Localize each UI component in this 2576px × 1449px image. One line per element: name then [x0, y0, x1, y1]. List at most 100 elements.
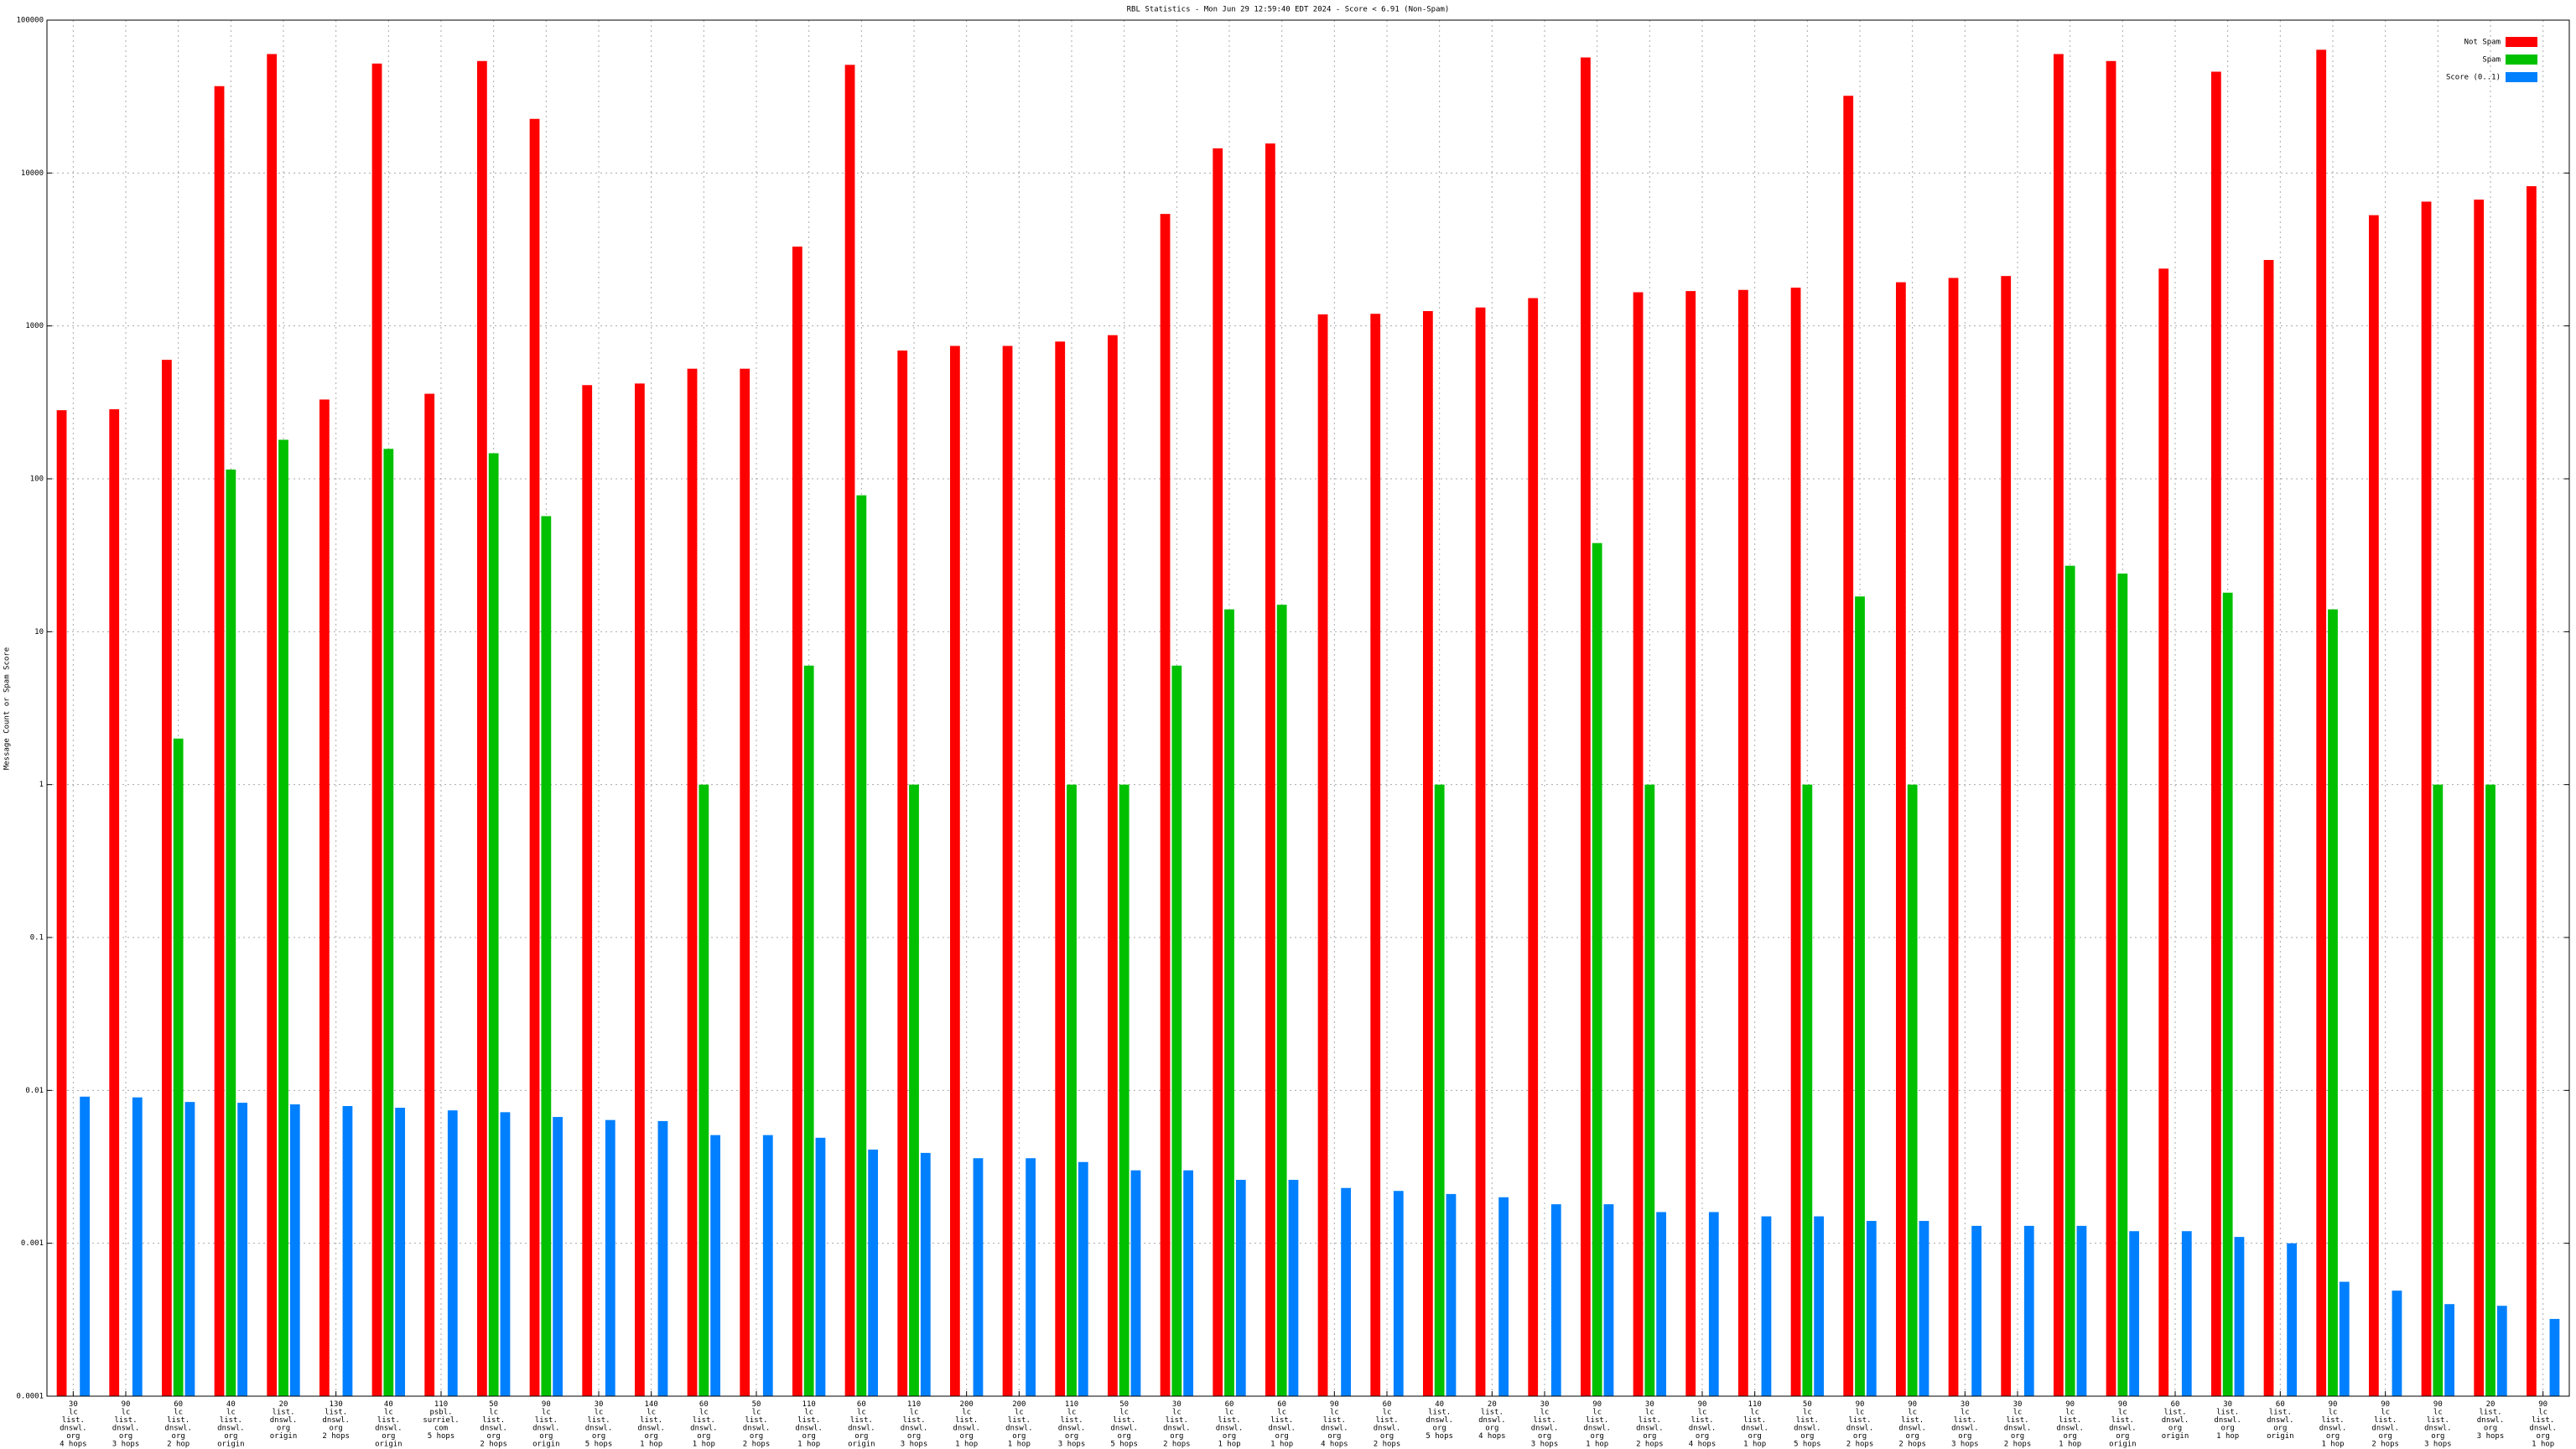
x-tick-label-line: lc [1645, 1408, 1654, 1416]
bar [1235, 1180, 1246, 1396]
x-tick-label: 90 lc list. dnswl. org 3 hops [2424, 1400, 2452, 1449]
x-tick-label-line: dnswl. [217, 1424, 245, 1432]
x-tick-label-line: org [1696, 1432, 1709, 1441]
x-tick-label-line: list. [1639, 1416, 1661, 1425]
x-tick-label-line: org [1853, 1432, 1867, 1441]
x-tick-label-line: org [750, 1432, 763, 1441]
bar [2392, 1291, 2402, 1396]
bar [184, 1102, 195, 1396]
x-tick-label-line: dnswl. [2371, 1424, 2399, 1432]
x-tick-label-line: lc [226, 1408, 236, 1416]
x-tick-label-line: 60 [857, 1400, 866, 1409]
x-tick-label-line: lc [1856, 1408, 1865, 1416]
x-tick-label-line: 90 [1908, 1400, 1917, 1409]
x-tick-label-line: dnswl. [953, 1424, 980, 1432]
bar [500, 1112, 511, 1396]
x-tick-label-line: 2 hops [743, 1440, 771, 1448]
bar [1393, 1191, 1404, 1396]
x-tick-label: 50 lc list. dnswl. org 5 hops [1794, 1400, 1821, 1449]
x-tick-label-line: 2 hops [2004, 1440, 2032, 1448]
x-tick-label-line: 30 [2013, 1400, 2023, 1409]
bar [1055, 341, 1066, 1397]
x-tick-label-line: list. [2111, 1416, 2134, 1425]
x-tick-label-line: lc [2329, 1408, 2338, 1416]
x-tick-label-line: org [592, 1432, 605, 1441]
x-tick-label: 50 lc list. dnswl. org 2 hops [743, 1400, 771, 1449]
x-tick-label-line: list. [272, 1408, 294, 1416]
bar [1213, 148, 1223, 1397]
x-tick-label-line: dnswl. [1058, 1424, 1086, 1432]
x-tick-label: 110 psbl. surriel. com 5 hops [423, 1400, 459, 1441]
x-tick-label-line: 50 [1803, 1400, 1812, 1409]
x-tick-label-line: 130 [330, 1400, 343, 1409]
x-tick-label-line: lc [1067, 1408, 1077, 1416]
x-tick-label-line: 4 hops [60, 1440, 87, 1448]
x-tick-label-line: lc [595, 1408, 604, 1416]
x-tick-label: 110 lc list. dnswl. org 3 hops [901, 1400, 928, 1449]
bar [1790, 288, 1801, 1397]
x-tick-label-line: dnswl. [270, 1416, 298, 1425]
bar [856, 495, 867, 1396]
x-tick-label-line: origin [532, 1440, 560, 1448]
x-tick-label-line: 2 hops [1898, 1440, 1926, 1448]
bar [897, 351, 908, 1397]
x-tick-label-line: psbl. [429, 1408, 452, 1416]
x-tick-label-line: lc [69, 1408, 78, 1416]
x-tick-label-line: surriel. [423, 1416, 459, 1425]
x-tick-label-line: list. [535, 1416, 558, 1425]
x-tick-label: 30 lc list. dnswl. org 2 hops [2004, 1400, 2032, 1449]
x-tick-label-line: dnswl. [2109, 1424, 2137, 1432]
x-tick-label: 30 lc list. dnswl. org 2 hops [1636, 1400, 1664, 1449]
x-tick-label-line: lc [2065, 1408, 2075, 1416]
x-tick-label-line: dnswl. [1636, 1424, 1664, 1432]
x-tick-label-line: dnswl. [1531, 1424, 1559, 1432]
x-tick-label-line: 5 hops [1426, 1432, 1453, 1441]
x-tick-label: 90 lc list. dnswl. org 1 hop [1583, 1400, 1611, 1449]
x-tick-label-line: org [1643, 1432, 1656, 1441]
x-tick-label: 60 lc list. dnswl. org 2 hop [164, 1400, 192, 1449]
y-tick-label: 1000 [25, 322, 44, 330]
x-tick-label-line: dnswl. [585, 1424, 613, 1432]
x-tick-label-line: list. [1848, 1416, 1871, 1425]
x-tick-label: 90 lc list. dnswl. org 2 hops [1898, 1400, 1926, 1449]
x-tick-label-line: lc [2433, 1408, 2443, 1416]
x-tick-label-line: org [2011, 1432, 2024, 1441]
bar [476, 60, 487, 1396]
x-tick-label-line: dnswl. [1005, 1424, 1033, 1432]
x-tick-label-line: dnswl. [532, 1424, 560, 1432]
x-tick-label-line: list. [1533, 1416, 1555, 1425]
bar [2496, 1306, 2507, 1396]
x-tick-label-line: 1 hop [2321, 1440, 2344, 1448]
x-tick-label-line: org [1800, 1432, 1814, 1441]
x-tick-label-line: list. [2479, 1408, 2501, 1416]
x-tick-label-line: list. [1690, 1416, 1713, 1425]
bar [1685, 291, 1696, 1396]
bar [2444, 1304, 2455, 1396]
x-tick-label-line: list. [1375, 1416, 1398, 1425]
x-tick-label: 90 lc list. dnswl. org 3 hops [112, 1400, 140, 1449]
x-tick-label-line: dnswl. [637, 1424, 665, 1432]
x-tick-label-line: origin [217, 1440, 245, 1448]
x-tick-label-line: 1 hop [797, 1440, 820, 1448]
x-tick-label-line: org [1485, 1424, 1498, 1432]
x-tick-label-line: org [119, 1432, 132, 1441]
x-tick-label-line: list. [850, 1416, 873, 1425]
x-tick-label-line: dnswl. [743, 1424, 771, 1432]
x-tick-label: 20 list. dnswl. org 4 hops [1478, 1400, 1506, 1441]
bar [1002, 345, 1013, 1397]
x-tick-label-line: 60 [174, 1400, 183, 1409]
x-tick-label-line: lc [1803, 1408, 1812, 1416]
x-tick-label-line: 110 [434, 1400, 448, 1409]
x-tick-label-line: 30 [1172, 1400, 1182, 1409]
x-tick-label-line: list. [2059, 1416, 2081, 1425]
x-tick-label-line: org [2168, 1424, 2182, 1432]
x-tick-label-line: dnswl. [1951, 1424, 1979, 1432]
x-tick-label: 110 lc list. dnswl. org 3 hops [1058, 1400, 1086, 1449]
x-tick-label-line: list. [114, 1416, 137, 1425]
y-tick-label: 10000 [21, 169, 44, 178]
x-tick-label-line: list. [902, 1416, 925, 1425]
bar [949, 345, 960, 1397]
x-tick-label-line: dnswl. [375, 1424, 402, 1432]
x-tick-label-line: lc [857, 1408, 866, 1416]
